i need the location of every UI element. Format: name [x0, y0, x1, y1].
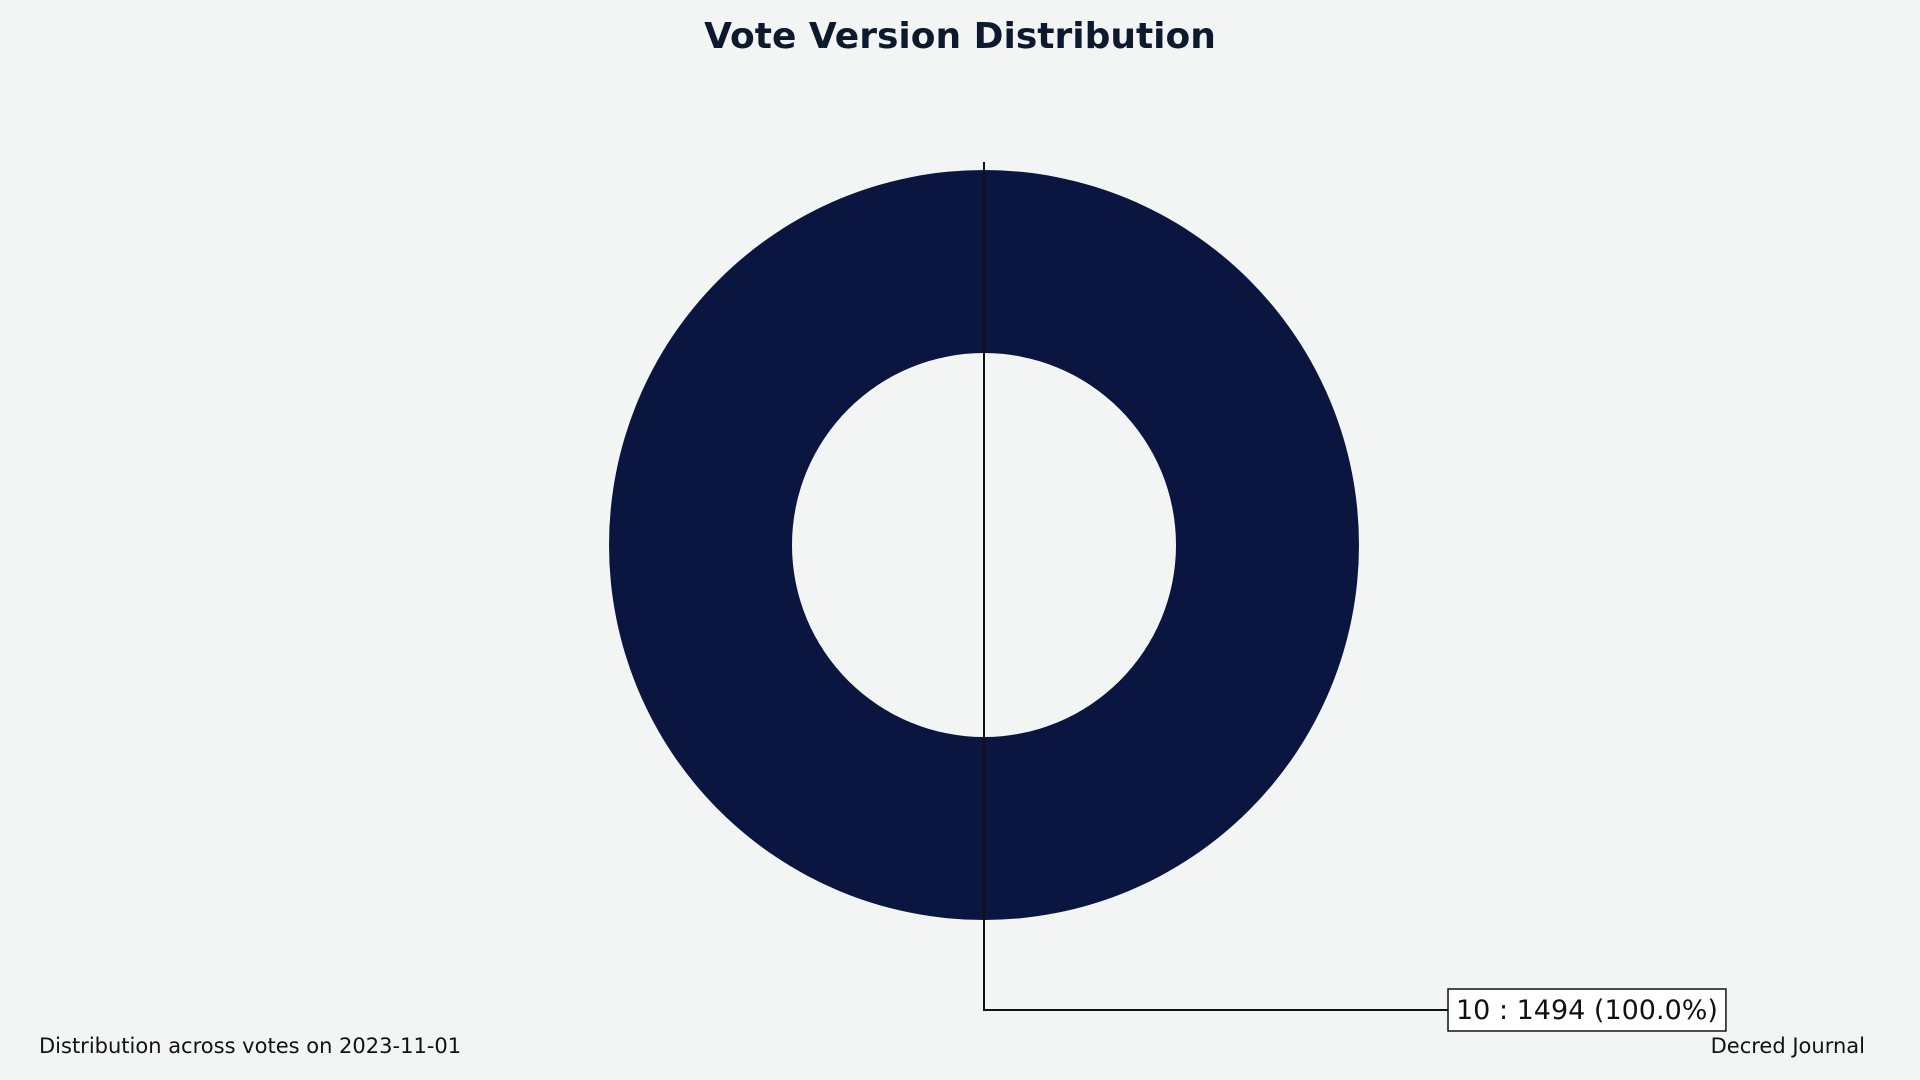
footer-right-source: Decred Journal: [1711, 1034, 1865, 1058]
donut-slice-10: [609, 170, 1359, 920]
slice-annotation-text: 10 : 1494 (100.0%): [1456, 995, 1718, 1026]
slices-layer: [609, 170, 1359, 920]
chart-title: Vote Version Distribution: [704, 16, 1216, 57]
footer-left-caption: Distribution across votes on 2023-11-01: [39, 1034, 461, 1058]
slice-annotation-box: [1447, 988, 1727, 1032]
labels-layer: 10 : 1494 (100.0%): [983, 162, 1727, 1032]
slice-leader-line: [983, 162, 1448, 1011]
